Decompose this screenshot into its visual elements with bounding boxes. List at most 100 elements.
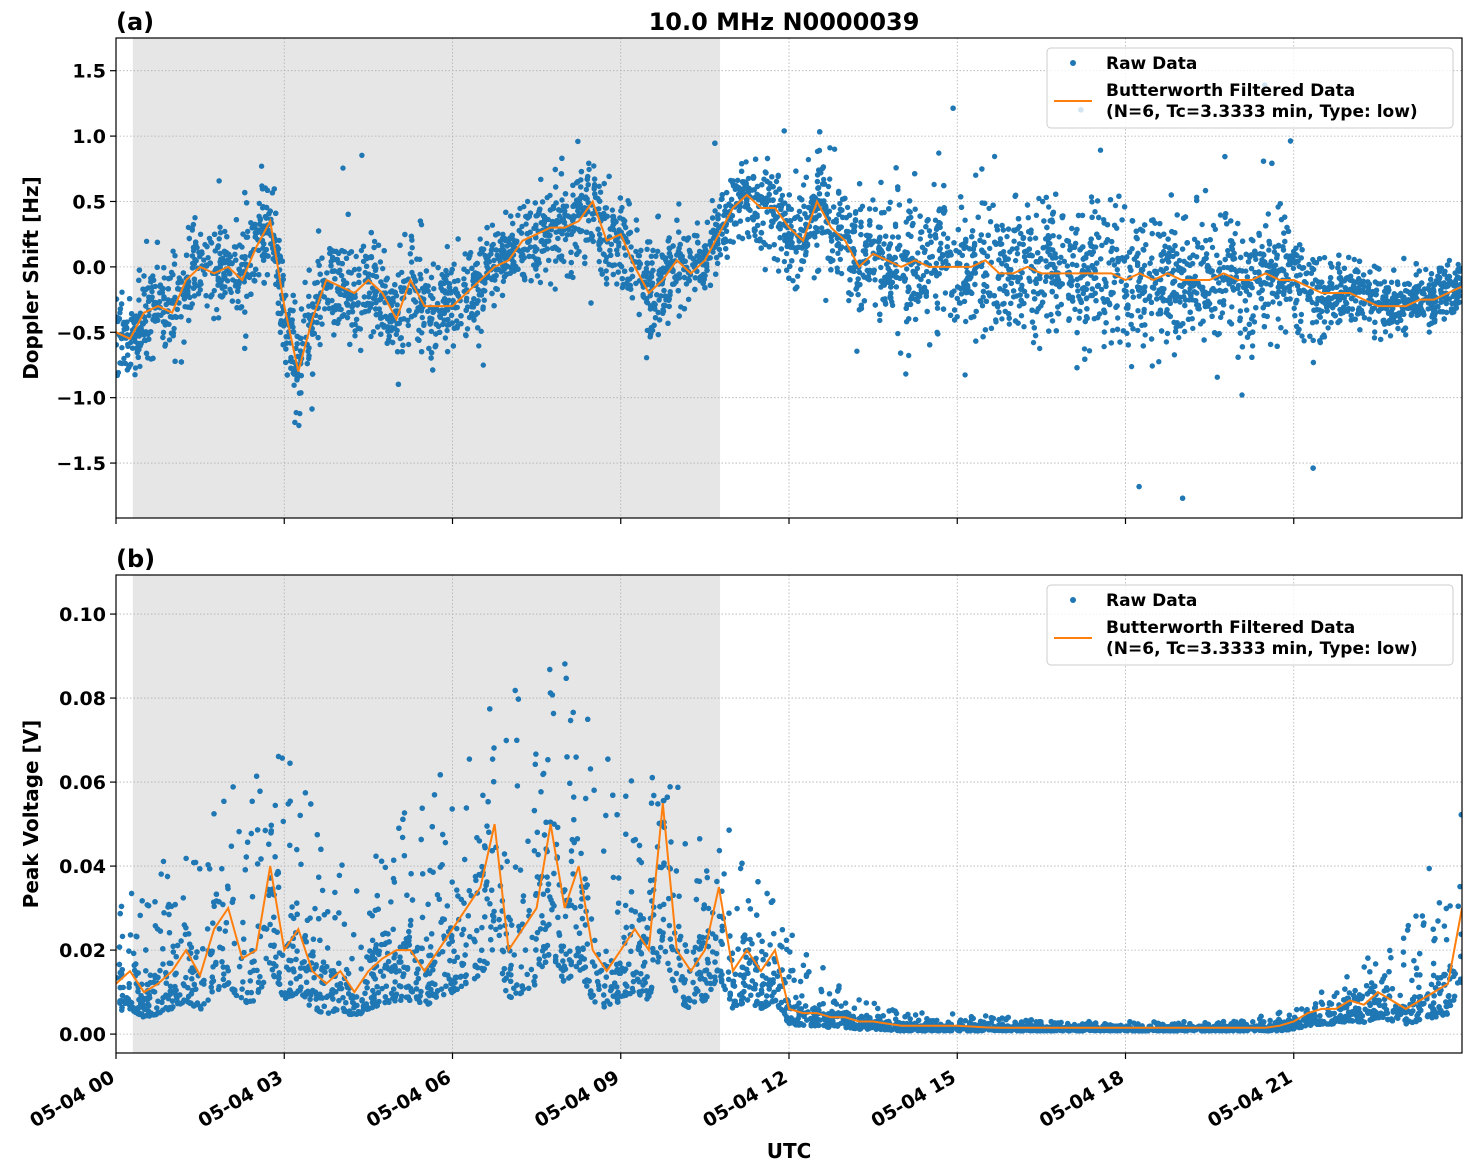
raw-data-point (636, 253, 641, 258)
raw-data-point (295, 341, 300, 346)
raw-data-point (1238, 308, 1243, 313)
raw-data-point (1311, 338, 1316, 343)
raw-data-point (444, 272, 449, 277)
raw-data-point (555, 236, 560, 241)
raw-data-point (806, 157, 811, 162)
raw-data-point (1092, 209, 1097, 214)
raw-data-point (782, 259, 787, 264)
raw-data-point (1116, 194, 1121, 199)
raw-data-point (204, 303, 209, 308)
raw-data-point (409, 237, 414, 242)
raw-data-point (1210, 245, 1215, 250)
raw-data-point (1199, 222, 1204, 227)
raw-data-point (962, 218, 967, 223)
raw-data-point (1141, 310, 1146, 315)
raw-data-point (1357, 327, 1362, 332)
raw-data-point (548, 281, 553, 286)
raw-data-point (1031, 340, 1036, 345)
raw-data-point (155, 240, 160, 245)
raw-data-point (850, 222, 855, 227)
raw-data-point (941, 231, 946, 236)
raw-data-point (1352, 257, 1357, 262)
raw-data-point (1423, 267, 1428, 272)
raw-data-point (235, 299, 240, 304)
raw-data-point (873, 302, 878, 307)
raw-data-point (209, 240, 214, 245)
raw-data-point (1301, 265, 1306, 270)
raw-data-point (1019, 313, 1024, 318)
raw-data-point (535, 273, 540, 278)
raw-data-point (1299, 312, 1304, 317)
raw-data-point (945, 236, 950, 241)
raw-data-point (935, 331, 940, 336)
raw-data-point (973, 173, 978, 178)
raw-data-point (217, 225, 222, 230)
raw-data-point (1149, 311, 1154, 316)
raw-data-point (1135, 328, 1140, 333)
raw-data-point (1102, 329, 1107, 334)
raw-data-point (695, 220, 700, 225)
raw-data-point (482, 298, 487, 303)
raw-data-point (1185, 240, 1190, 245)
raw-data-point (1250, 238, 1255, 243)
raw-data-point (1447, 258, 1452, 263)
raw-data-point (1058, 255, 1063, 260)
raw-data-point (232, 244, 237, 249)
raw-data-point (1367, 317, 1372, 322)
raw-data-point (1190, 326, 1195, 331)
raw-data-point (229, 290, 234, 295)
raw-data-point (1382, 279, 1387, 284)
raw-data-point (476, 343, 481, 348)
raw-data-point (1056, 234, 1061, 239)
raw-data-point (927, 228, 932, 233)
raw-data-point (1113, 203, 1118, 208)
raw-data-point (410, 245, 415, 250)
raw-data-point (340, 165, 345, 170)
raw-data-point (167, 337, 172, 342)
raw-data-point (207, 236, 212, 241)
raw-data-point (1075, 288, 1080, 293)
raw-data-point (622, 218, 627, 223)
raw-data-point (395, 349, 400, 354)
raw-data-point (814, 243, 819, 248)
raw-data-point (962, 372, 967, 377)
raw-data-point (760, 221, 765, 226)
raw-data-point (938, 241, 943, 246)
raw-data-point (292, 299, 297, 304)
raw-data-point (444, 328, 449, 333)
raw-data-point (409, 259, 414, 264)
raw-data-point (1141, 247, 1146, 252)
raw-data-point (169, 270, 174, 275)
raw-data-point (354, 254, 359, 259)
raw-data-point (257, 201, 262, 206)
raw-data-point (927, 342, 932, 347)
raw-data-point (1164, 339, 1169, 344)
raw-data-point (928, 240, 933, 245)
raw-data-point (598, 190, 603, 195)
raw-data-point (1456, 262, 1461, 267)
raw-data-point (450, 267, 455, 272)
chart-title: 10.0 MHz N0000039 (649, 8, 920, 36)
raw-data-point (225, 278, 230, 283)
raw-data-point (948, 313, 953, 318)
raw-data-point (431, 286, 436, 291)
raw-data-point (481, 362, 486, 367)
raw-data-point (1266, 211, 1271, 216)
raw-data-point (1089, 194, 1094, 199)
raw-data-point (1226, 252, 1231, 257)
raw-data-point (136, 297, 141, 302)
raw-data-point (1013, 318, 1018, 323)
raw-data-point (992, 154, 997, 159)
raw-data-point (1299, 333, 1304, 338)
raw-data-point (928, 233, 933, 238)
raw-data-point (1077, 316, 1082, 321)
raw-data-point (239, 244, 244, 249)
raw-data-point (910, 221, 915, 226)
raw-data-point (623, 225, 628, 230)
raw-data-point (1186, 317, 1191, 322)
raw-data-point (1309, 271, 1314, 276)
raw-data-point (879, 210, 884, 215)
raw-data-point (373, 306, 378, 311)
raw-data-point (119, 345, 124, 350)
